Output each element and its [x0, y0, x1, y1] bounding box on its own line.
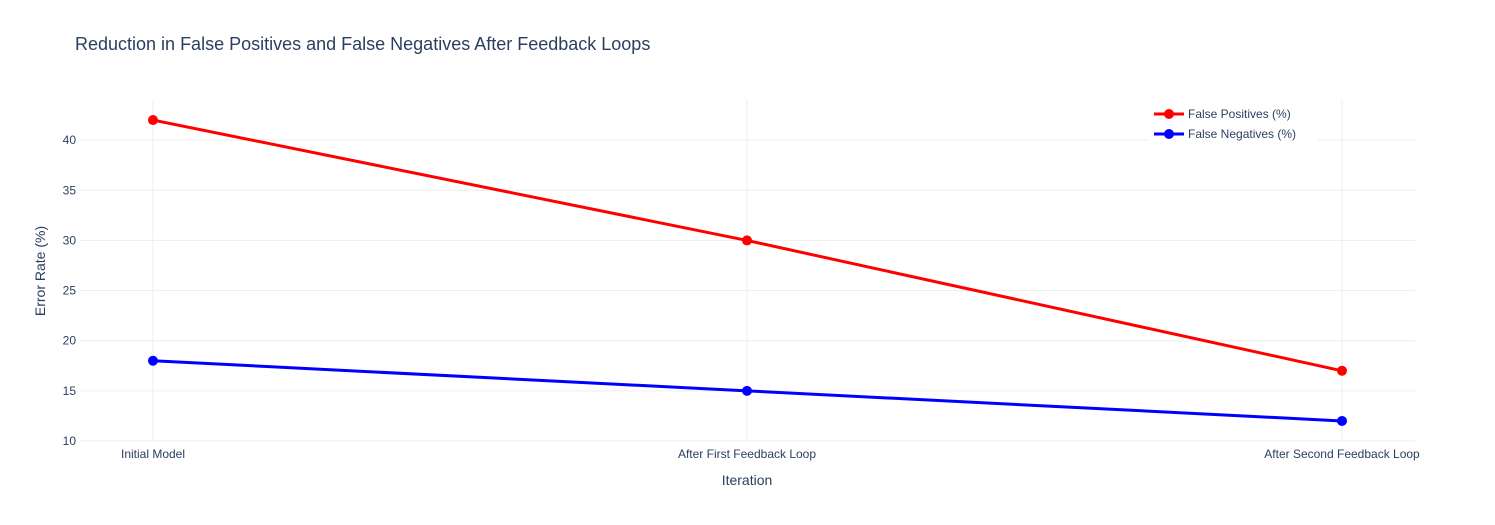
- chart-title: Reduction in False Positives and False N…: [75, 34, 650, 54]
- data-point[interactable]: [742, 385, 752, 396]
- data-point[interactable]: [742, 235, 752, 246]
- y-tick-label: 35: [63, 183, 77, 197]
- y-tick-label: 30: [63, 233, 77, 247]
- data-point[interactable]: [1337, 415, 1347, 426]
- data-point[interactable]: [1337, 365, 1347, 376]
- y-tick-label: 10: [63, 434, 77, 448]
- series-false-negatives: [148, 355, 1347, 426]
- data-point[interactable]: [148, 355, 158, 366]
- legend-marker: [1164, 109, 1174, 119]
- y-tick-label: 20: [63, 334, 77, 348]
- y-tick-label: 25: [63, 284, 77, 298]
- x-axis-ticks: Initial Model After First Feedback Loop Af…: [121, 447, 1420, 461]
- y-tick-label: 40: [63, 133, 77, 147]
- series-false-positives: [148, 115, 1347, 376]
- data-point[interactable]: [148, 115, 158, 126]
- legend-item[interactable]: False Positives (%): [1154, 107, 1291, 121]
- legend[interactable]: False Positives (%) False Negatives (%): [1148, 102, 1318, 144]
- legend-item[interactable]: False Negatives (%): [1154, 127, 1296, 141]
- legend-background: [1148, 102, 1318, 144]
- y-axis-title: Error Rate (%): [32, 226, 48, 316]
- x-tick-label: Initial Model: [121, 447, 185, 461]
- x-tick-label: After Second Feedback Loop: [1264, 447, 1420, 461]
- x-tick-label: After First Feedback Loop: [678, 447, 816, 461]
- y-tick-label: 15: [63, 384, 77, 398]
- legend-label: False Positives (%): [1188, 107, 1291, 121]
- legend-marker: [1164, 129, 1174, 139]
- series-group: [148, 115, 1347, 426]
- x-axis-title: Iteration: [722, 472, 773, 488]
- legend-label: False Negatives (%): [1188, 127, 1296, 141]
- y-axis-ticks: 10 15 20 25 30 35 40: [63, 133, 77, 448]
